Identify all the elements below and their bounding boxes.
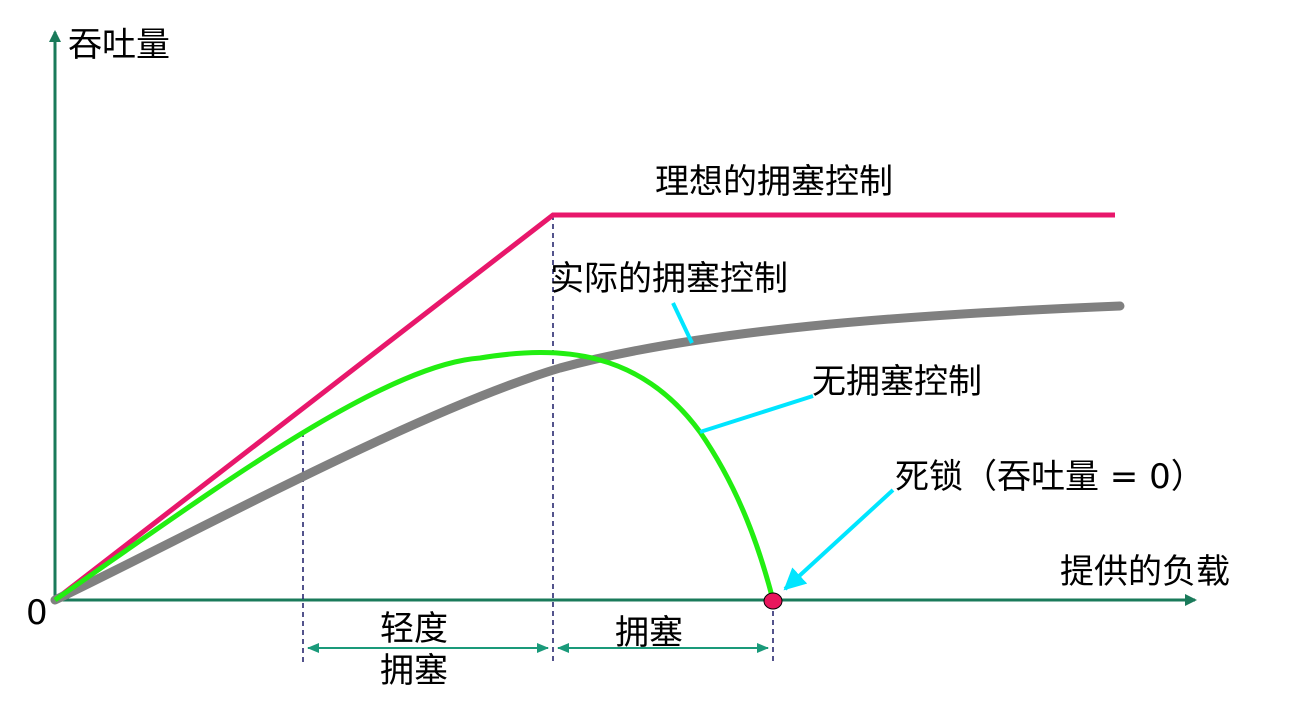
light-congestion-label-line2: 拥塞 (380, 651, 448, 691)
no-control-pointer (699, 394, 814, 434)
actual-curve (50, 301, 1125, 605)
congestion-label: 拥塞 (615, 613, 683, 653)
deadlock-label: 死锁（吞吐量 = 0） (895, 457, 1205, 497)
actual-pointer (671, 302, 694, 344)
y-axis-label: 吞吐量 (68, 25, 170, 65)
deadlock-pointer (783, 488, 895, 591)
ideal-curve (53, 212, 1115, 602)
no-control-curve (53, 350, 776, 603)
ideal-curve-label: 理想的拥塞控制 (655, 162, 893, 202)
no-control-curve-label: 无拥塞控制 (812, 362, 982, 402)
deadlock-point (763, 592, 783, 610)
x-axis-label: 提供的负载 (1060, 552, 1230, 592)
origin-label: 0 (26, 593, 48, 633)
actual-curve-label: 实际的拥塞控制 (550, 259, 788, 299)
light-congestion-label-line1: 轻度 (380, 609, 448, 649)
